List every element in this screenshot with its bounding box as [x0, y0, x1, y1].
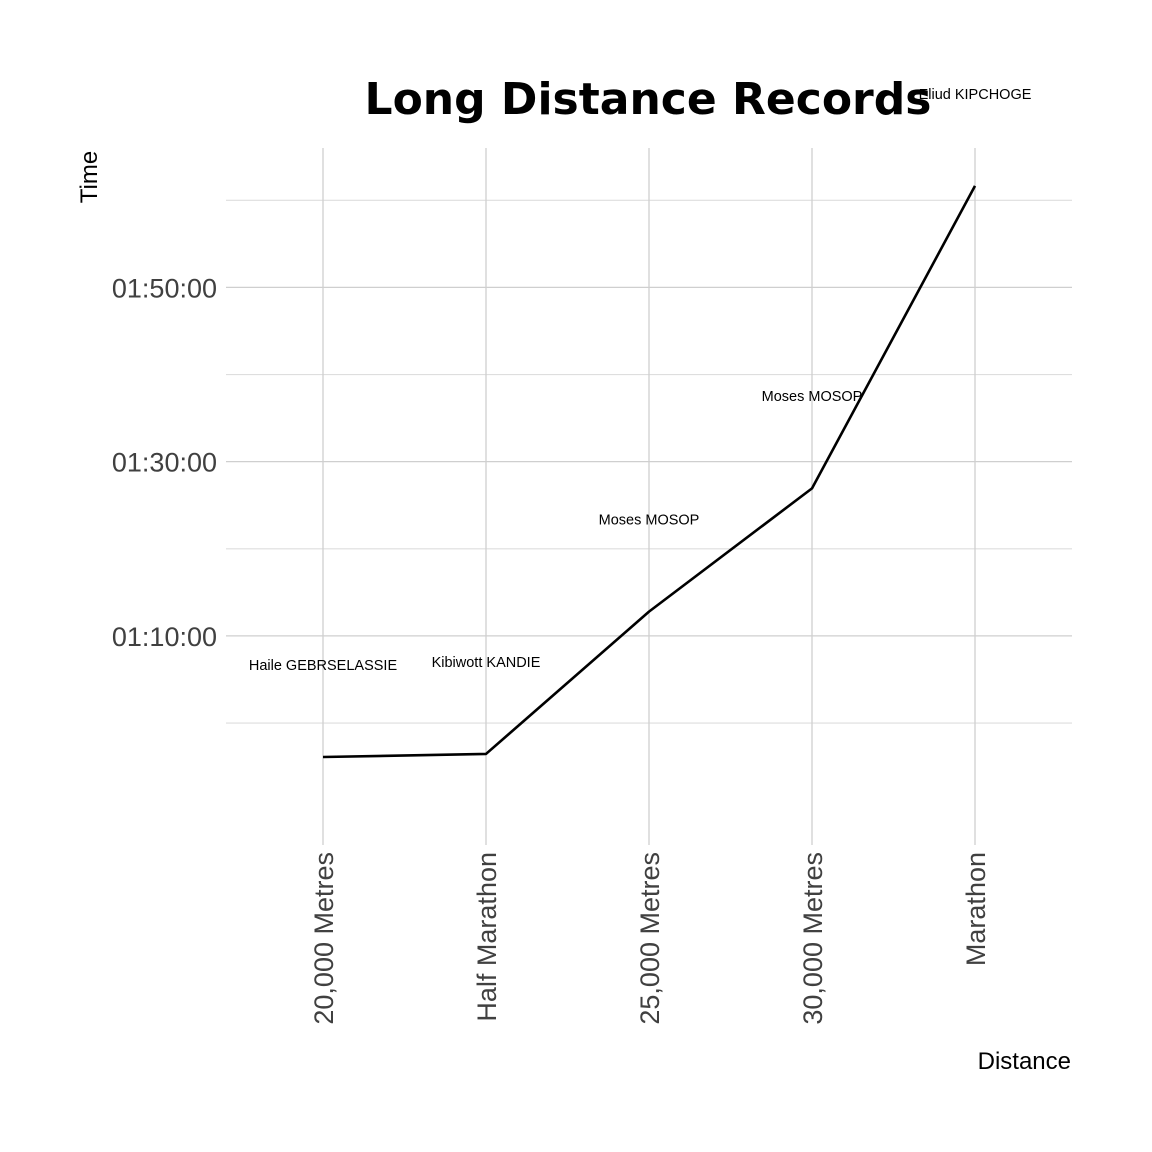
- y-tick-label: 01:10:00: [112, 622, 217, 652]
- data-label: Moses MOSOP: [599, 513, 700, 529]
- point-labels: Haile GEBRSELASSIE Kibiwott KANDIE Moses M…: [249, 87, 1032, 674]
- data-label: Moses MOSOP: [762, 389, 863, 405]
- chart-title: Long Distance Records: [365, 74, 932, 125]
- series-line: [322, 185, 977, 759]
- y-tick-label: 01:50:00: [112, 273, 217, 303]
- y-tick-label: 01:30:00: [112, 448, 217, 478]
- x-axis-label: Distance: [978, 1048, 1071, 1075]
- data-label: Eliud KIPCHOGE: [919, 87, 1032, 103]
- x-tick-label: Marathon: [961, 852, 991, 966]
- grid: [226, 148, 1072, 845]
- series: [322, 185, 977, 759]
- x-tick-label: Half Marathon: [472, 852, 502, 1022]
- data-label: Haile GEBRSELASSIE: [249, 658, 398, 674]
- x-tick-label: 30,000 Metres: [798, 852, 828, 1025]
- x-tick-label: 20,000 Metres: [309, 852, 339, 1025]
- data-label: Kibiwott KANDIE: [432, 655, 541, 671]
- x-tick-label: 25,000 Metres: [635, 852, 665, 1025]
- ticks: 01:10:00 01:30:00 01:50:00 20,000 Metres Hal…: [112, 273, 991, 1024]
- y-axis-label: Time: [76, 151, 103, 203]
